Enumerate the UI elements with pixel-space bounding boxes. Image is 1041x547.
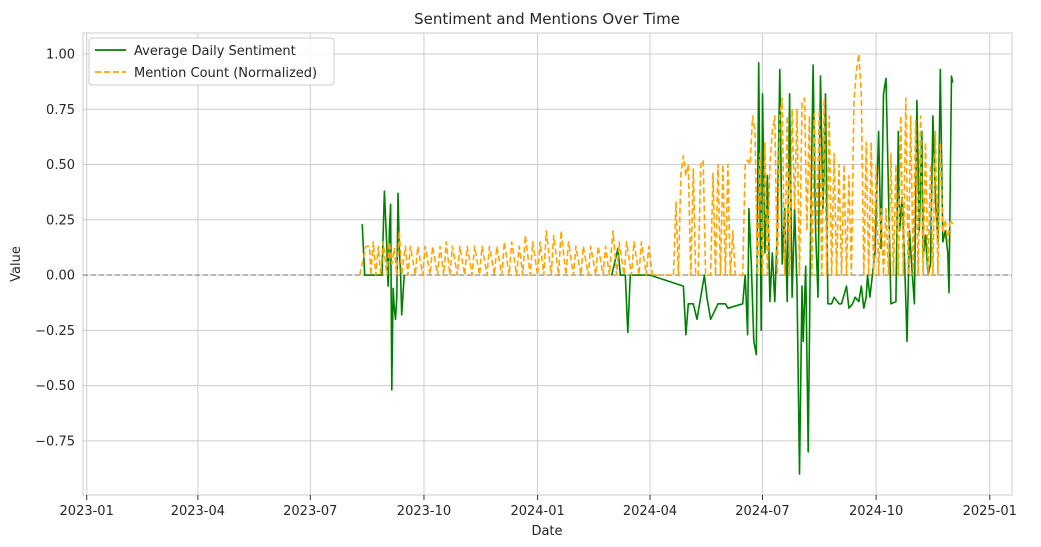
y-tick-label: −0.50 bbox=[35, 379, 75, 394]
plot-frame bbox=[82, 32, 1013, 496]
x-tick-label: 2024-07 bbox=[735, 504, 789, 519]
y-tick-label: 1.00 bbox=[46, 48, 75, 63]
x-tick-label: 2025-01 bbox=[963, 504, 1017, 519]
chart-title: Sentiment and Mentions Over Time bbox=[414, 10, 680, 28]
y-axis-label: Value bbox=[9, 246, 24, 282]
x-tick-label: 2024-10 bbox=[849, 504, 903, 519]
gridlines bbox=[83, 33, 1012, 495]
legend: Average Daily Sentiment Mention Count (N… bbox=[88, 37, 335, 86]
x-tick-label: 2024-01 bbox=[510, 504, 564, 519]
legend-box bbox=[88, 37, 335, 86]
x-axis-label: Date bbox=[531, 524, 562, 539]
y-tick-label: 0.75 bbox=[46, 103, 75, 118]
y-tick-label: −0.75 bbox=[35, 434, 75, 449]
y-tick-label: −0.25 bbox=[35, 324, 75, 339]
x-tick-label: 2023-01 bbox=[60, 504, 114, 519]
plot-background bbox=[83, 33, 1012, 495]
x-tick-label: 2024-04 bbox=[623, 504, 677, 519]
sentiment-line bbox=[361, 190, 405, 391]
x-tick-label: 2023-10 bbox=[397, 504, 451, 519]
legend-label-sentiment: Average Daily Sentiment bbox=[134, 44, 296, 59]
y-tick-labels: −0.75 −0.50 −0.25 0.00 0.25 0.50 0.75 1.00 bbox=[35, 48, 75, 450]
plot-border bbox=[82, 32, 1013, 496]
y-tick-label: 0.00 bbox=[46, 269, 75, 284]
y-tick-label: 0.25 bbox=[46, 213, 75, 228]
legend-label-mentions: Mention Count (Normalized) bbox=[134, 66, 317, 81]
series-lines bbox=[358, 53, 954, 475]
x-tick-label: 2023-04 bbox=[171, 504, 225, 519]
x-tick-label: 2023-07 bbox=[283, 504, 337, 519]
y-tick-label: 0.50 bbox=[46, 158, 75, 173]
sentiment-line bbox=[610, 61, 954, 475]
x-tick-labels: 2023-01 2023-04 2023-07 2023-10 2024-01 2024-… bbox=[60, 495, 1017, 519]
